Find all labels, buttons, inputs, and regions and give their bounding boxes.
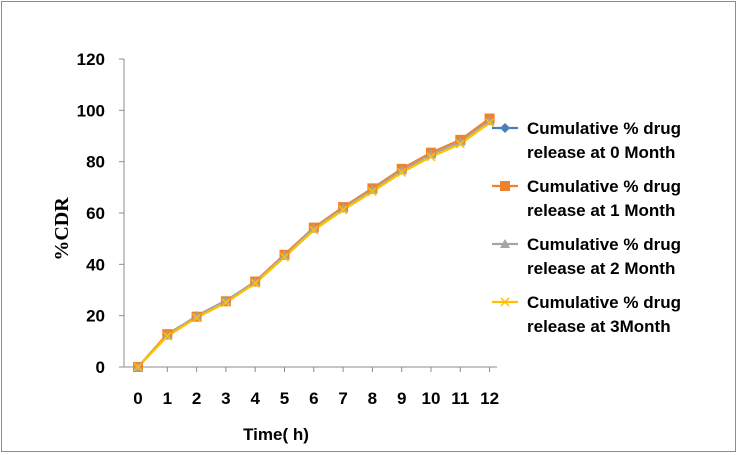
y-tick-label: 40 bbox=[86, 255, 105, 274]
data-point-series-3-stroke bbox=[192, 313, 202, 323]
data-point-series-3-stroke bbox=[426, 152, 436, 162]
data-point-series-3-stroke bbox=[279, 252, 290, 262]
x-tick-label: 3 bbox=[221, 389, 230, 408]
data-point-series-3 bbox=[162, 331, 172, 341]
data-point-series-3-stroke bbox=[485, 118, 495, 128]
data-point-series-3 bbox=[426, 152, 436, 162]
legend-label-3: Cumulative % drug bbox=[527, 293, 681, 312]
data-point-series-2 bbox=[220, 295, 231, 305]
x-tick-label: 0 bbox=[133, 389, 142, 408]
data-point-series-3 bbox=[279, 252, 290, 262]
data-point-series-2 bbox=[396, 165, 407, 175]
data-point-series-3-stroke bbox=[367, 187, 377, 197]
legend-label-3: release at 3Month bbox=[527, 317, 671, 336]
y-tick-label: 100 bbox=[77, 101, 105, 120]
legend: Cumulative % drug release at 0 Month Cumul… bbox=[492, 119, 681, 336]
legend-marker-0 bbox=[500, 123, 510, 133]
data-point-series-3 bbox=[309, 225, 319, 235]
data-point-series-3-stroke bbox=[133, 362, 143, 372]
series-line-1 bbox=[137, 117, 491, 368]
legend-marker-1 bbox=[500, 181, 510, 191]
legend-label-0: Cumulative % drug bbox=[527, 119, 681, 138]
x-tick-label: 12 bbox=[480, 389, 499, 408]
data-point-series-3 bbox=[250, 278, 260, 288]
series-line-0 bbox=[137, 118, 491, 368]
x-tick-label: 6 bbox=[309, 389, 318, 408]
y-axis-title: %CDR bbox=[51, 197, 73, 261]
legend-label-2: Cumulative % drug bbox=[527, 235, 681, 254]
x-tick-label: 9 bbox=[397, 389, 406, 408]
legend-marker-3-stroke bbox=[500, 297, 510, 307]
x-axis-title: Time( h) bbox=[243, 425, 309, 444]
series-markers bbox=[133, 113, 495, 372]
data-point-series-3 bbox=[133, 362, 143, 372]
data-point-series-3-stroke bbox=[338, 205, 348, 215]
data-point-series-2 bbox=[250, 277, 261, 287]
data-point-series-3 bbox=[367, 187, 377, 197]
y-tick-label: 0 bbox=[96, 358, 105, 377]
x-tick-label: 2 bbox=[192, 389, 201, 408]
series-line-2 bbox=[137, 120, 491, 368]
legend-label-2: release at 2 Month bbox=[527, 259, 675, 278]
data-point-series-3 bbox=[192, 313, 202, 323]
x-tick-label: 5 bbox=[280, 389, 289, 408]
data-point-series-2 bbox=[191, 310, 202, 320]
data-point-series-3-stroke bbox=[309, 225, 319, 235]
data-point-series-3-stroke bbox=[162, 331, 172, 341]
legend-label-0: release at 0 Month bbox=[527, 143, 675, 162]
y-tick-label: 120 bbox=[77, 50, 105, 69]
data-point-series-2 bbox=[367, 184, 378, 194]
x-tick-label: 8 bbox=[368, 389, 377, 408]
y-tick-label: 20 bbox=[86, 307, 105, 326]
data-point-series-3 bbox=[455, 139, 465, 149]
series-lines bbox=[137, 117, 491, 368]
axes bbox=[119, 58, 497, 372]
data-point-series-3 bbox=[338, 205, 348, 215]
data-point-series-2 bbox=[338, 203, 349, 213]
x-tick-labels: 0 1 2 3 4 5 6 7 8 9 10 11 12 bbox=[133, 389, 499, 408]
data-point-series-3-stroke bbox=[455, 139, 465, 149]
data-point-series-2 bbox=[162, 330, 173, 340]
series-line-3 bbox=[137, 121, 491, 368]
x-tick-label: 10 bbox=[422, 389, 441, 408]
x-tick-label: 11 bbox=[451, 389, 469, 408]
data-point-series-2 bbox=[426, 149, 436, 159]
data-point-series-2 bbox=[484, 116, 495, 126]
data-point-series-3 bbox=[221, 298, 231, 308]
data-point-series-3-stroke bbox=[221, 298, 231, 308]
legend-label-1: release at 1 Month bbox=[527, 201, 675, 220]
data-point-series-2 bbox=[455, 136, 466, 146]
data-point-series-3-stroke bbox=[397, 167, 407, 177]
x-tick-label: 1 bbox=[163, 389, 172, 408]
y-tick-labels: 0 20 40 60 80 100 120 bbox=[77, 50, 105, 377]
legend-label-1: Cumulative % drug bbox=[527, 177, 681, 196]
data-point-series-2 bbox=[308, 223, 319, 233]
data-point-series-3 bbox=[397, 167, 407, 177]
x-tick-label: 4 bbox=[250, 389, 260, 408]
legend-marker-2 bbox=[500, 239, 510, 248]
y-tick-label: 60 bbox=[86, 204, 105, 223]
data-point-series-3 bbox=[485, 118, 495, 128]
x-tick-label: 7 bbox=[338, 389, 347, 408]
y-tick-label: 80 bbox=[86, 153, 105, 172]
data-point-series-2 bbox=[279, 250, 290, 260]
data-point-series-3-stroke bbox=[250, 278, 260, 288]
legend-marker-3 bbox=[500, 297, 510, 307]
